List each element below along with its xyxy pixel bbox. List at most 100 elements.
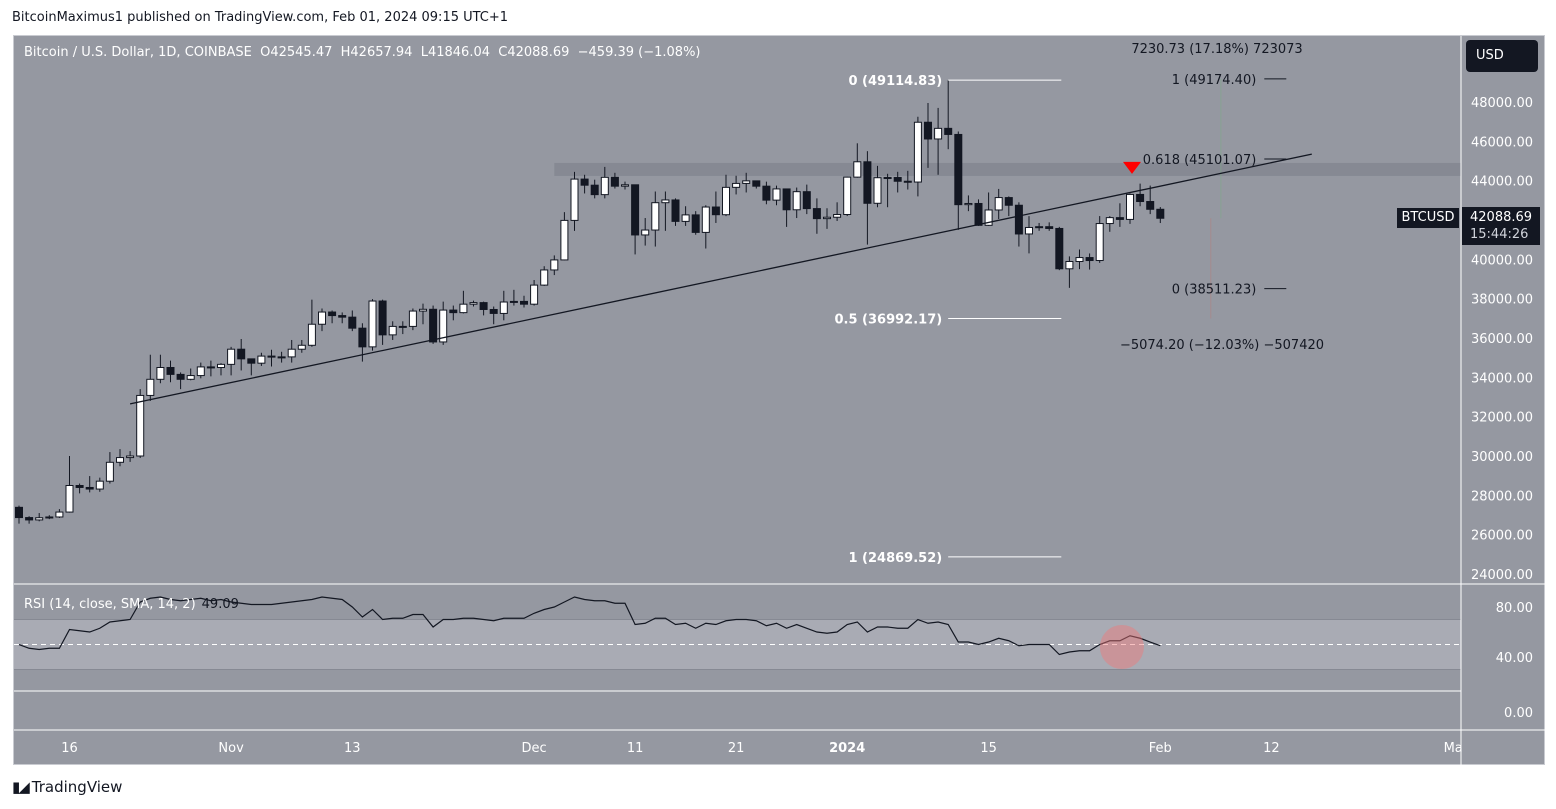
candle-body (974, 202, 983, 226)
candle (792, 187, 801, 219)
candle-body (368, 300, 377, 348)
candle (974, 199, 983, 226)
candle-body (1136, 193, 1145, 203)
candle (277, 351, 286, 363)
price-tick-label: 36000.00 (1471, 332, 1533, 347)
candle-body (75, 485, 84, 488)
candle-body (752, 180, 761, 187)
candle (681, 206, 690, 226)
candle-body (489, 308, 498, 314)
candle (883, 173, 892, 208)
candle-body (166, 367, 175, 375)
candle (752, 180, 761, 189)
candle-body (621, 184, 629, 187)
candle-body (479, 302, 488, 310)
candle (742, 172, 751, 193)
candle-body (954, 133, 963, 206)
tradingview-logo[interactable]: ▮◢ TradingView (12, 778, 122, 796)
candle-body (1156, 208, 1165, 219)
published-caption: BitcoinMaximus1 published on TradingView… (12, 10, 509, 25)
candle-body (853, 161, 862, 178)
rsi-tick-label: 0.00 (1504, 706, 1533, 721)
candle (186, 368, 195, 381)
candle-body (812, 208, 821, 220)
candle (1065, 256, 1074, 288)
candle-body (469, 302, 478, 305)
candle-body (550, 259, 559, 271)
candle-body (116, 457, 124, 463)
candle-body (105, 461, 114, 482)
candle-body (176, 373, 185, 380)
candle-body (681, 214, 690, 222)
currency-button[interactable]: USD (1466, 40, 1538, 72)
candle (499, 290, 508, 321)
candle (429, 305, 438, 344)
candle-body (1115, 217, 1124, 220)
candle (479, 301, 488, 316)
time-tick-label: 2024 (829, 741, 865, 756)
candle (45, 515, 54, 520)
candle (196, 362, 205, 379)
candle (75, 483, 84, 494)
candle (520, 295, 528, 308)
candle-body (277, 356, 286, 359)
candle (530, 279, 539, 306)
candle-body (55, 511, 64, 518)
candle-body (459, 303, 468, 314)
candle-body (227, 348, 236, 365)
fib-right-level-label: 0 (38511.23) (1172, 283, 1257, 298)
candle-body (136, 394, 145, 457)
candle-body (25, 517, 34, 521)
candle-body (65, 485, 74, 513)
symbol-tag: BTCUSD (1397, 208, 1459, 228)
candle-body (318, 311, 326, 325)
candle-body (1146, 201, 1155, 210)
rsi-legend: RSI (14, close, SMA, 14, 2) 49.09 (24, 597, 239, 612)
time-tick-label: Feb (1149, 741, 1172, 756)
price-tick-label: 38000.00 (1471, 293, 1533, 308)
candle-body (45, 516, 54, 519)
candle (1045, 222, 1054, 231)
measure-up-label: 7230.73 (17.18%) 723073 (1131, 42, 1302, 57)
candle (297, 339, 306, 353)
candle (833, 202, 842, 221)
candle-body (1126, 193, 1134, 220)
candle (85, 476, 94, 493)
candle (944, 80, 953, 150)
candle-body (237, 348, 246, 360)
candle-body (146, 378, 155, 396)
candle (328, 310, 337, 324)
candle-body (439, 309, 448, 343)
candle (934, 107, 943, 175)
candle-body (1055, 227, 1064, 270)
candle (247, 358, 256, 376)
candle-body (701, 206, 710, 233)
candle (15, 505, 23, 524)
candle (489, 306, 498, 325)
candle (176, 372, 185, 390)
time-tick-label: Nov (218, 741, 244, 756)
candle (156, 354, 165, 384)
candle-body (600, 176, 609, 196)
candle-body (893, 177, 902, 182)
candle (449, 305, 458, 321)
candle (1156, 207, 1165, 224)
candle (398, 321, 407, 335)
candle (863, 151, 872, 245)
rsi-highlight-circle (1099, 625, 1144, 669)
candle-body (247, 358, 256, 364)
candle-body (530, 284, 539, 305)
candle (580, 174, 589, 194)
candle (1055, 226, 1064, 271)
time-tick-label: 15 (980, 741, 997, 756)
candle (651, 191, 660, 247)
time-tick-label: 16 (61, 741, 78, 756)
time-tick-label: 12 (1263, 741, 1280, 756)
symbol-name: Bitcoin / U.S. Dollar, 1D, COINBASE (24, 45, 252, 60)
candle-body (590, 184, 599, 196)
time-tick-label: 21 (728, 741, 745, 756)
time-tick-label: Ma (1444, 741, 1463, 756)
candle (146, 354, 155, 401)
candle (853, 143, 862, 178)
